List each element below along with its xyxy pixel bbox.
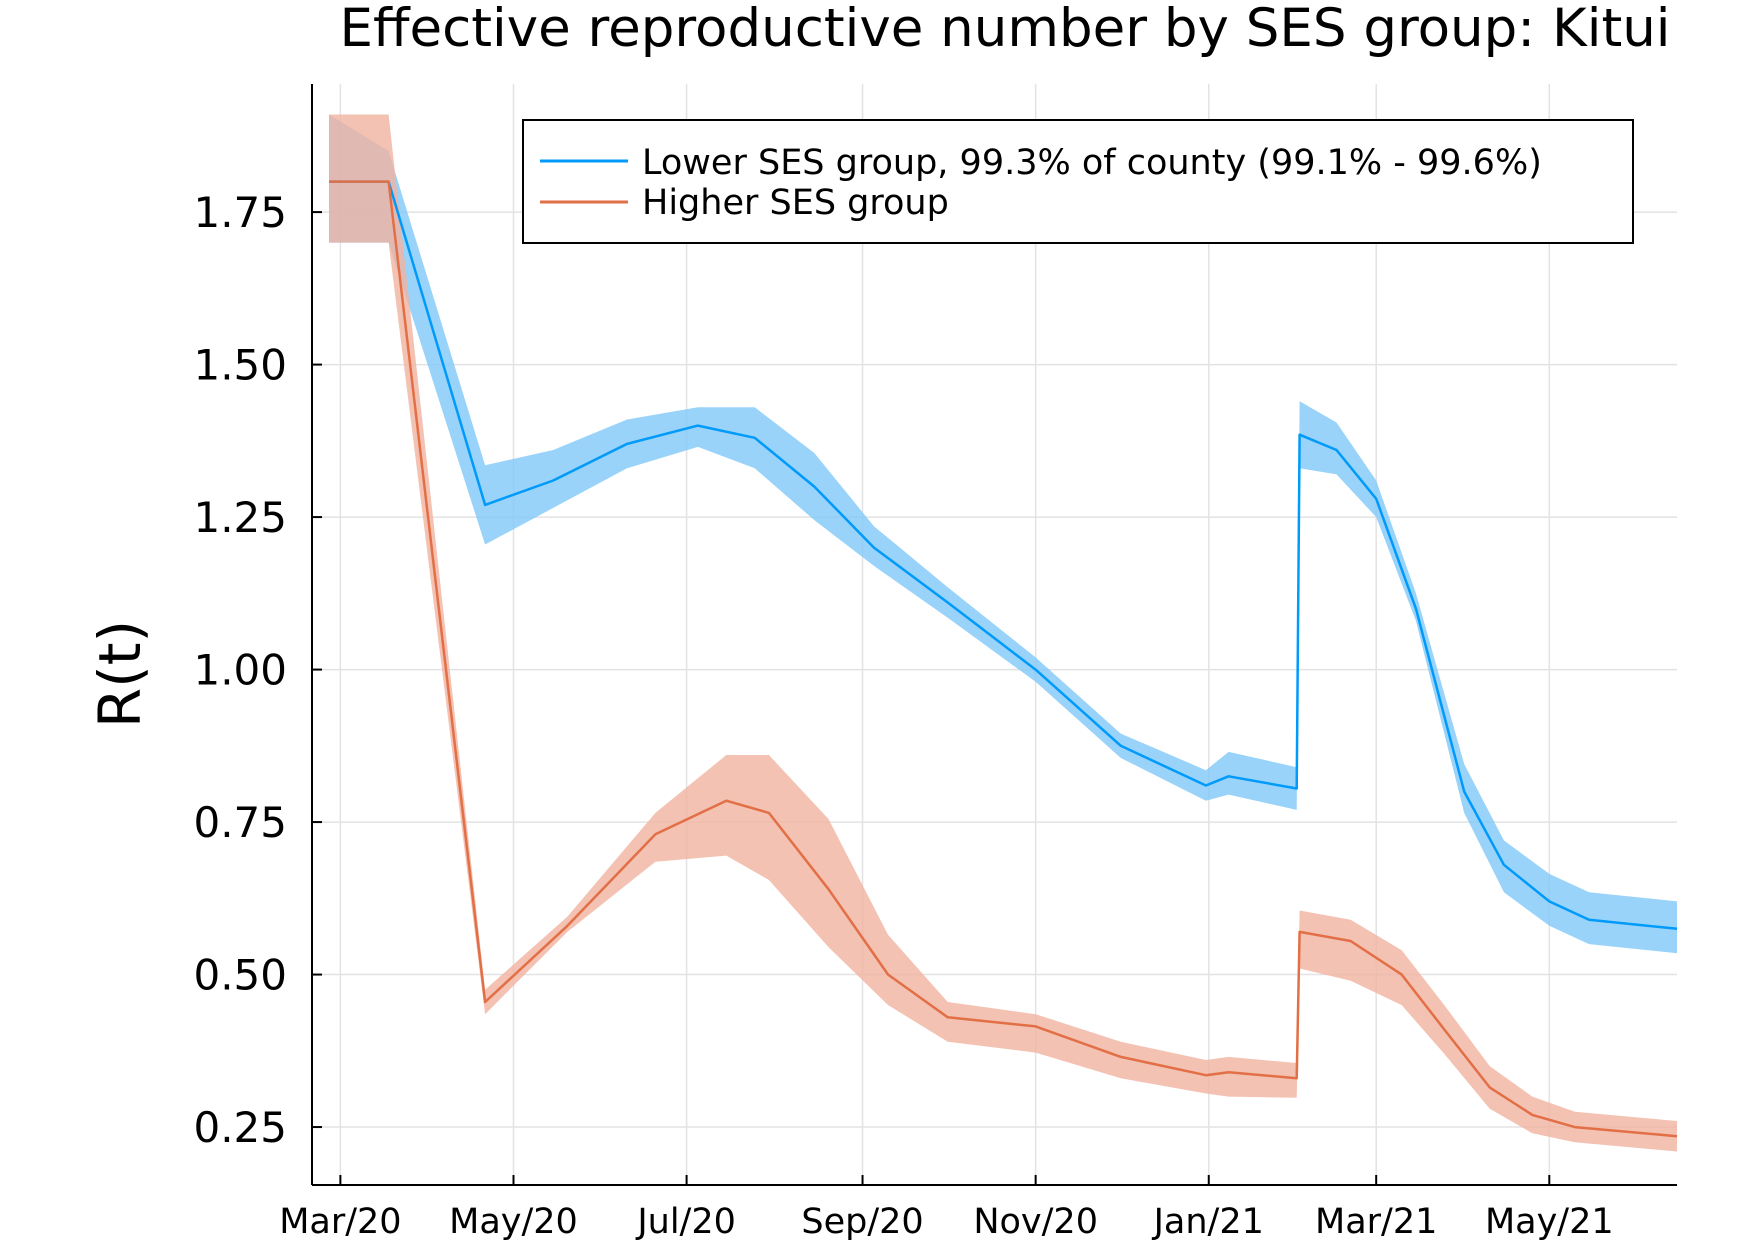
y-tick-label: 0.75 xyxy=(193,798,287,847)
axes: 0.25 0.50 0.75 1.00 1.25 1.50 1.75 Mar/20 May/20… xyxy=(193,84,1677,1242)
x-tick-label: Sep/20 xyxy=(801,1202,923,1242)
legend: Lower SES group, 99.3% of county (99.1% … xyxy=(522,119,1634,244)
confidence-bands xyxy=(329,114,1677,1152)
chart-title: Effective reproductive number by SES gro… xyxy=(339,0,1670,59)
series-lines xyxy=(329,180,1678,1138)
legend-label-1: Higher SES group xyxy=(642,183,949,223)
y-tick-label: 0.25 xyxy=(193,1103,287,1152)
y-tick-label: 1.25 xyxy=(193,493,287,542)
confidence-band xyxy=(329,114,1677,954)
series-line xyxy=(329,180,1678,1138)
grid xyxy=(312,84,1677,1185)
y-tick-label: 0.50 xyxy=(193,951,287,1000)
y-tick-label: 1.50 xyxy=(193,341,287,390)
x-tick-label: May/21 xyxy=(1485,1202,1614,1242)
legend-box xyxy=(522,119,1634,244)
legend-label-0: Lower SES group, 99.3% of county (99.1% … xyxy=(642,143,1542,183)
x-tick-label: Jan/21 xyxy=(1152,1202,1264,1242)
series-line xyxy=(329,180,1678,931)
y-tick-label: 1.00 xyxy=(193,646,287,695)
x-tick-label: Jul/20 xyxy=(635,1202,736,1242)
x-tick-label: Nov/20 xyxy=(973,1202,1098,1242)
x-tick-label: May/20 xyxy=(449,1202,578,1242)
y-tick-label: 1.75 xyxy=(193,188,287,237)
x-tick-label: Mar/20 xyxy=(279,1202,401,1242)
y-axis-label: R(t) xyxy=(86,620,154,728)
x-tick-label: Mar/21 xyxy=(1315,1202,1437,1242)
